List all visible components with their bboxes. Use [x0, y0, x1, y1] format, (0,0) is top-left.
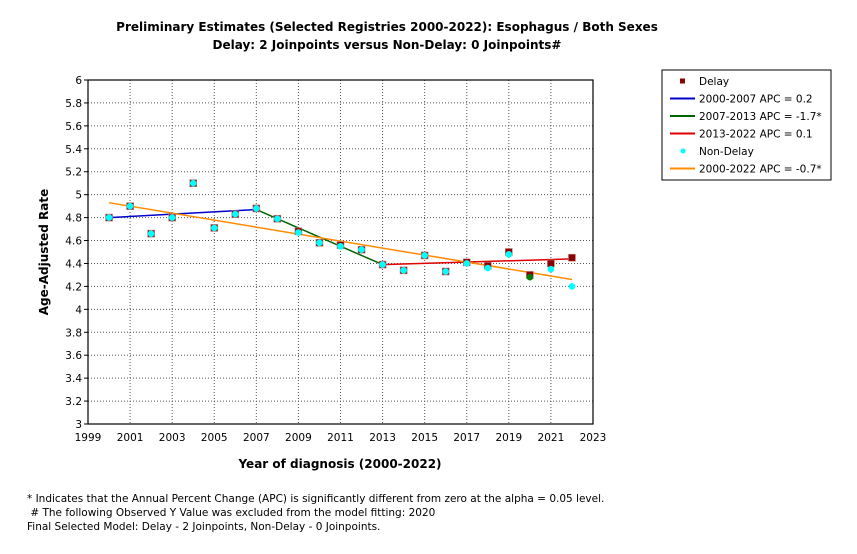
y-tick-label: 3 — [75, 419, 82, 431]
chart-subtitle: Delay: 2 Joinpoints versus Non-Delay: 0 … — [213, 38, 562, 52]
x-tick-label: 2009 — [285, 432, 312, 444]
legend-label: 2000-2022 APC = -0.7* — [699, 164, 822, 176]
non-delay-point — [379, 261, 386, 268]
non-delay-point — [442, 268, 450, 275]
y-tick-label: 3.8 — [65, 327, 82, 339]
x-tick-label: 2011 — [327, 432, 354, 444]
non-delay-point — [358, 246, 365, 254]
x-tick-label: 2019 — [495, 432, 522, 444]
non-delay-point — [126, 202, 134, 210]
y-axis-ticks: 3 3.2 3.4 3.6 3.8 4 4.2 4.4 4.6 4.8 5 5.2 5.4 5.6 5.8 6 — [65, 75, 88, 431]
non-delay-point — [337, 242, 344, 250]
x-tick-label: 2017 — [453, 432, 480, 444]
x-tick-label: 2021 — [538, 432, 565, 444]
legend-label: 2013-2022 APC = 0.1 — [699, 129, 813, 141]
non-delay-point — [253, 205, 260, 212]
delay-point — [568, 253, 576, 262]
x-tick-label: 2003 — [159, 432, 186, 444]
footnote-excluded: # The following Observed Y Value was exc… — [27, 507, 436, 519]
y-tick-label: 4.6 — [65, 236, 82, 248]
non-delay-point — [210, 224, 218, 232]
y-tick-label: 3.2 — [65, 396, 82, 408]
y-tick-label: 5.2 — [65, 167, 82, 179]
y-tick-label: 5.8 — [65, 98, 82, 110]
x-tick-label: 2013 — [369, 432, 396, 444]
x-tick-label: 2023 — [580, 432, 607, 444]
plot-frame — [87, 79, 594, 425]
non-delay-point — [105, 214, 113, 221]
non-delay-point — [189, 179, 197, 187]
y-tick-label: 3.4 — [65, 373, 82, 385]
excluded-point — [526, 273, 534, 281]
legend-label: Non-Delay — [699, 146, 754, 158]
y-axis-label: Age-Adjusted Rate — [37, 189, 51, 316]
x-tick-label: 2007 — [243, 432, 270, 444]
y-tick-label: 6 — [75, 75, 82, 87]
data-points — [105, 179, 576, 290]
legend-label: Delay — [699, 76, 729, 88]
x-tick-label: 2015 — [411, 432, 438, 444]
non-delay-point — [484, 264, 492, 272]
chart-title: Preliminary Estimates (Selected Registri… — [116, 20, 658, 34]
trend-line — [108, 201, 573, 281]
y-tick-label: 4.4 — [65, 258, 82, 270]
x-axis-label: Year of diagnosis (2000-2022) — [237, 457, 441, 471]
non-delay-point — [505, 250, 513, 258]
trend-lines — [108, 201, 573, 281]
non-delay-point — [547, 265, 555, 273]
footnotes: * Indicates that the Annual Percent Chan… — [27, 492, 604, 534]
legend: Delay 2000-2007 APC = 0.2 2007-2013 APC = … — [661, 69, 832, 181]
y-tick-label: 5.6 — [65, 121, 82, 133]
non-delay-point — [463, 260, 471, 267]
x-tick-label: 2001 — [117, 432, 144, 444]
non-delay-point — [274, 215, 281, 223]
legend-label: 2007-2013 APC = -1.7* — [699, 111, 822, 123]
legend-box — [661, 69, 832, 181]
footnote-significance: * Indicates that the Annual Percent Chan… — [27, 493, 605, 505]
x-axis-ticks: 1999 2001 2003 2005 2007 2009 2011 2013 2015 2017… — [75, 432, 607, 444]
x-tick-label: 1999 — [75, 432, 102, 444]
trend-line — [382, 258, 572, 266]
legend-label: 2000-2007 APC = 0.2 — [699, 94, 813, 106]
grid — [88, 80, 593, 424]
x-tick-label: 2005 — [201, 432, 228, 444]
legend-marker-non-delay — [680, 148, 686, 154]
non-delay-point — [568, 283, 576, 290]
y-tick-label: 5 — [75, 190, 82, 202]
non-delay-point — [168, 214, 176, 221]
y-tick-label: 4 — [75, 304, 82, 316]
y-tick-label: 4.8 — [65, 213, 82, 225]
y-tick-label: 5.4 — [65, 144, 82, 156]
non-delay-point — [421, 252, 428, 259]
y-tick-label: 3.6 — [65, 350, 82, 362]
legend-marker-delay — [680, 78, 685, 84]
footnote-final-model: Final Selected Model: Delay - 2 Joinpoin… — [27, 521, 381, 533]
y-tick-label: 4.2 — [65, 281, 82, 293]
non-delay-point — [400, 267, 407, 274]
non-delay-point — [231, 210, 239, 218]
non-delay-point — [295, 229, 302, 236]
non-delay-point — [147, 230, 155, 237]
non-delay-point — [316, 239, 323, 247]
